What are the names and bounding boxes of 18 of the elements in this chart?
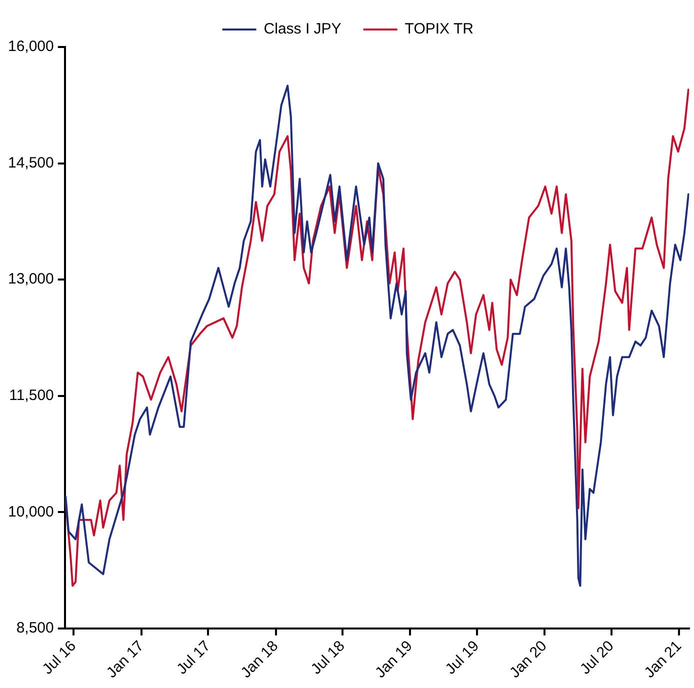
x-tick-label: Jul 17 [174, 638, 214, 678]
x-tick-label: Jan 19 [372, 638, 416, 682]
legend-label: TOPIX TR [404, 20, 474, 38]
y-tick-label: 16,000 [8, 38, 54, 56]
y-tick-label: 14,500 [8, 154, 54, 172]
y-tick-label: 10,000 [8, 503, 54, 520]
legend-label: Class I JPY [264, 20, 342, 38]
y-tick-label: 8,500 [16, 620, 54, 637]
x-tick-label: Jul 18 [308, 638, 348, 678]
x-tick-label: Jul 20 [576, 638, 618, 678]
x-tick-label: Jan 18 [238, 638, 282, 682]
y-tick-label: 11,500 [9, 386, 54, 404]
y-tick-label: 13,000 [8, 270, 54, 288]
x-tick-label: Jul 16 [39, 638, 80, 678]
x-tick-label: Jan 21 [641, 638, 685, 682]
x-tick-label: Jan 17 [103, 638, 148, 682]
x-tick-label: Jul 19 [442, 638, 483, 678]
x-tick-label: Jan 20 [506, 638, 550, 682]
